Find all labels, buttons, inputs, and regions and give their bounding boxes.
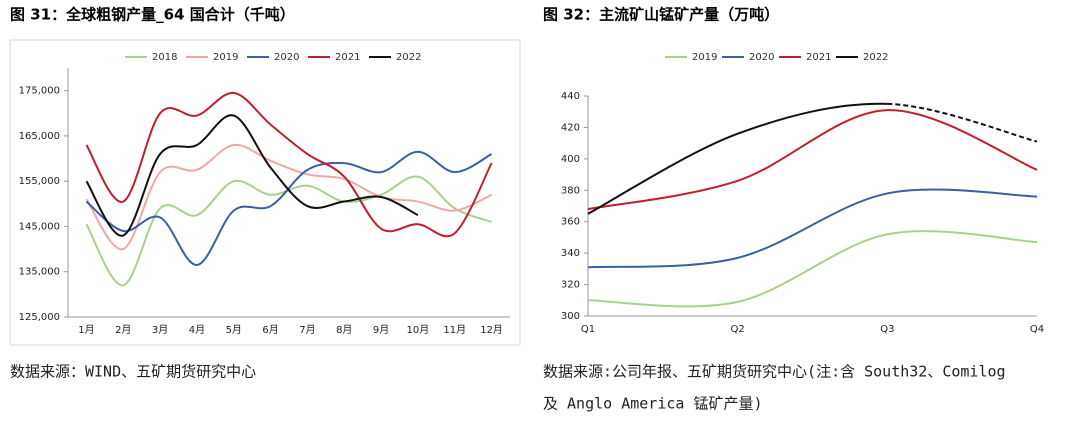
y-tick-label: 300 bbox=[561, 311, 580, 322]
y-tick-label: 360 bbox=[561, 217, 580, 228]
legend-label: 2018 bbox=[152, 52, 177, 63]
y-tick-label: 145,000 bbox=[19, 221, 60, 232]
legend-label: 2020 bbox=[749, 52, 774, 63]
y-tick-label: 420 bbox=[561, 122, 580, 133]
x-tick-label: Q3 bbox=[880, 324, 894, 335]
legend-label: 2021 bbox=[806, 52, 831, 63]
y-tick-label: 400 bbox=[561, 154, 580, 165]
x-tick-label: 1月 bbox=[78, 324, 94, 336]
series-line bbox=[887, 102, 1038, 143]
chart-title: 图 32：主流矿山锰矿产量（万吨） bbox=[543, 6, 779, 24]
legend-label: 2022 bbox=[863, 52, 888, 63]
series-line bbox=[85, 175, 492, 287]
series-line bbox=[587, 188, 1038, 269]
series-line bbox=[587, 102, 888, 215]
legend-label: 2022 bbox=[396, 52, 421, 63]
x-tick-label: 3月 bbox=[152, 324, 168, 336]
series-line bbox=[85, 150, 493, 266]
y-tick-label: 440 bbox=[561, 91, 580, 102]
x-tick-label: Q1 bbox=[581, 324, 595, 335]
source: 及 Anglo America 锰矿产量) bbox=[543, 395, 763, 413]
series-line bbox=[587, 230, 1038, 308]
source: 数据来源:公司年报、五矿期货研究中心(注:含 South32、Comilog bbox=[543, 363, 1006, 381]
legend-label: 2019 bbox=[692, 52, 717, 63]
series-line bbox=[85, 91, 493, 238]
y-tick-label: 340 bbox=[561, 248, 580, 259]
x-tick-label: 6月 bbox=[262, 324, 278, 336]
x-tick-label: 4月 bbox=[189, 324, 205, 336]
y-tick-label: 135,000 bbox=[19, 267, 60, 278]
x-tick-label: 10月 bbox=[407, 324, 430, 336]
series-line bbox=[85, 143, 493, 251]
series-line bbox=[85, 114, 419, 237]
legend-label: 2021 bbox=[335, 52, 360, 63]
y-tick-label: 125,000 bbox=[19, 312, 60, 323]
chart-frame bbox=[9, 39, 521, 346]
y-tick-label: 155,000 bbox=[19, 176, 60, 187]
x-tick-label: 7月 bbox=[299, 324, 315, 336]
x-tick-label: 2月 bbox=[115, 324, 131, 336]
x-tick-label: 11月 bbox=[443, 324, 466, 336]
x-tick-label: 9月 bbox=[373, 324, 389, 336]
y-tick-label: 380 bbox=[561, 185, 580, 196]
legend-label: 2019 bbox=[213, 52, 238, 63]
y-tick-label: 165,000 bbox=[19, 131, 60, 142]
chart-title: 图 31：全球粗钢产量_64 国合计（千吨） bbox=[10, 6, 295, 24]
x-tick-label: Q4 bbox=[1030, 324, 1044, 335]
x-tick-label: 8月 bbox=[336, 324, 352, 336]
y-tick-label: 320 bbox=[561, 280, 580, 291]
x-tick-label: Q2 bbox=[731, 324, 745, 335]
legend-label: 2020 bbox=[274, 52, 299, 63]
series-line bbox=[587, 109, 1038, 211]
source: 数据来源：WIND、五矿期货研究中心 bbox=[10, 363, 256, 381]
y-tick-label: 175,000 bbox=[19, 86, 60, 97]
x-tick-label: 12月 bbox=[480, 324, 503, 336]
x-tick-label: 5月 bbox=[226, 324, 242, 336]
